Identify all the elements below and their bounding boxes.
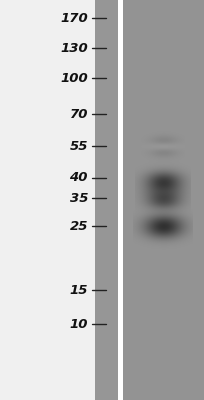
Text: 170: 170 — [60, 12, 88, 24]
Text: 130: 130 — [60, 42, 88, 54]
Text: 100: 100 — [60, 72, 88, 84]
Text: 35: 35 — [70, 192, 88, 204]
Text: 55: 55 — [70, 140, 88, 152]
Text: 10: 10 — [70, 318, 88, 330]
Bar — [0, 0, 95, 400]
Text: 25: 25 — [70, 220, 88, 232]
Text: 40: 40 — [70, 172, 88, 184]
Text: 15: 15 — [70, 284, 88, 296]
Text: 70: 70 — [70, 108, 88, 120]
